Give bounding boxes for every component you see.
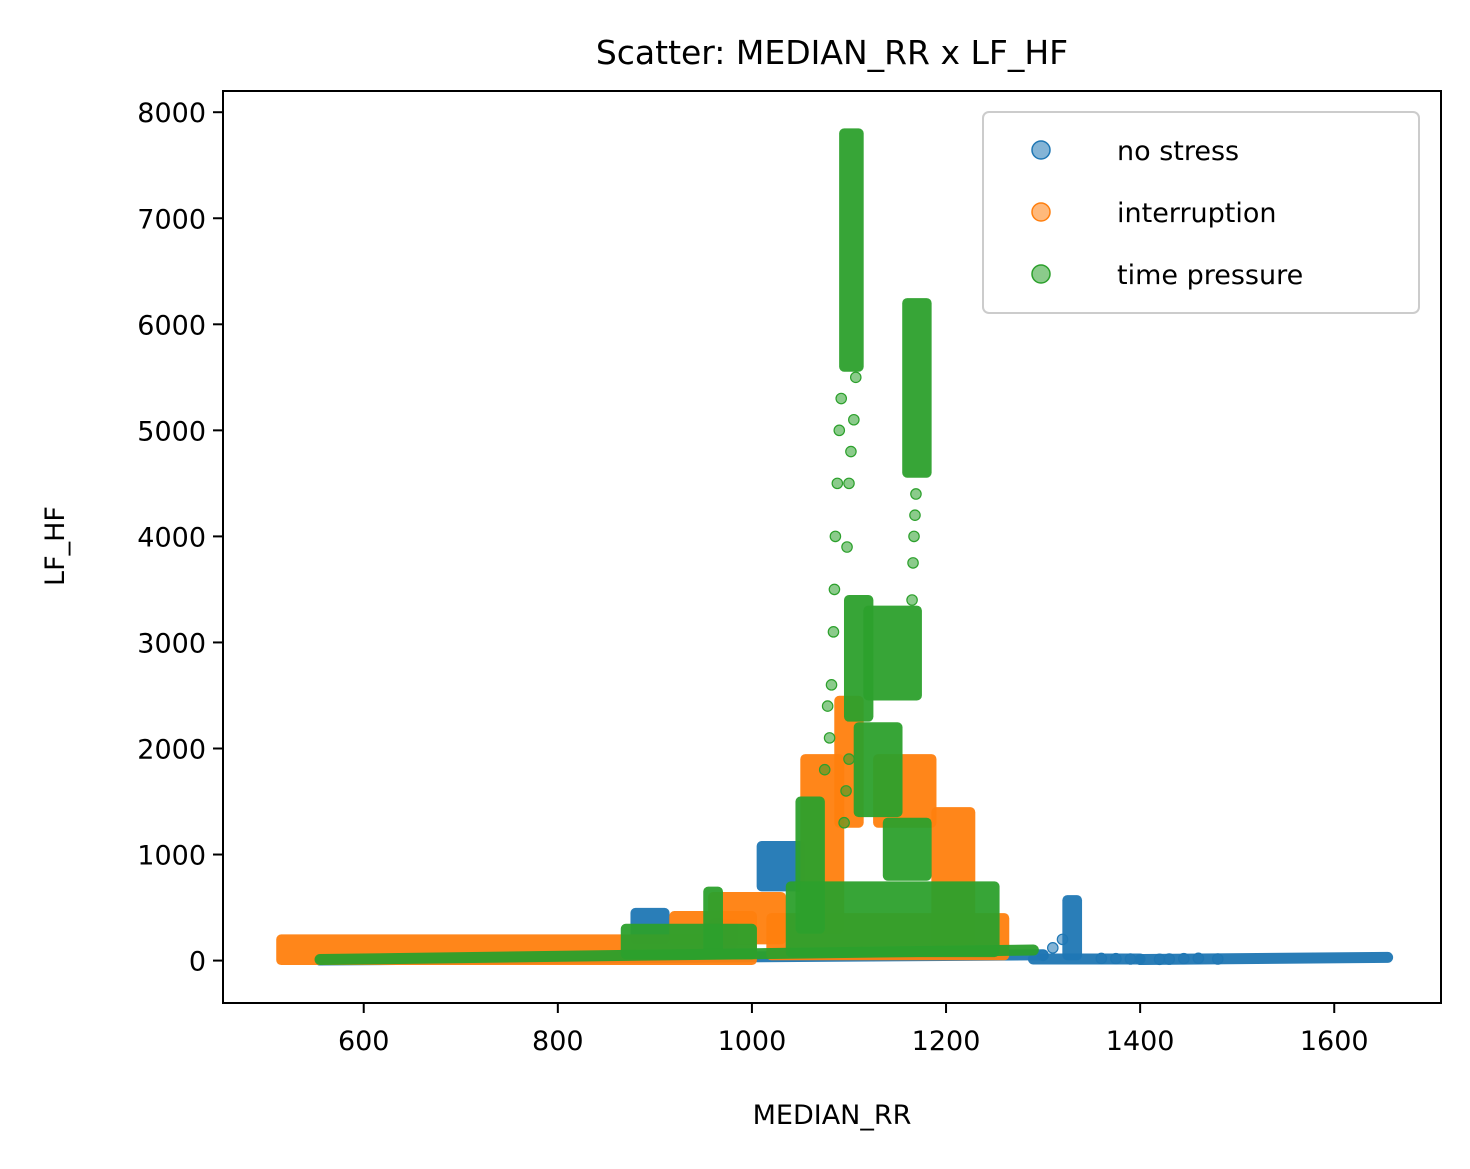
y-tick-label: 2000 bbox=[137, 734, 206, 765]
data-point bbox=[1037, 949, 1049, 962]
data-point bbox=[1192, 952, 1205, 965]
legend-label-time-pressure: time pressure bbox=[1117, 260, 1303, 291]
y-tick-label: 8000 bbox=[137, 98, 206, 129]
data-point bbox=[906, 594, 918, 606]
series-time-pressure bbox=[314, 128, 1039, 966]
data-point bbox=[825, 679, 838, 691]
data-point-cluster bbox=[863, 605, 922, 701]
data-point bbox=[1211, 953, 1224, 965]
data-point-cluster bbox=[902, 298, 932, 478]
x-tick-label: 800 bbox=[532, 1026, 584, 1057]
y-tick-label: 0 bbox=[189, 947, 206, 978]
chart-title: Scatter: MEDIAN_RR x LF_HF bbox=[596, 33, 1068, 72]
x-axis-label: MEDIAN_RR bbox=[753, 1100, 912, 1131]
legend-marker-time-pressure bbox=[1031, 264, 1051, 284]
data-point-cluster bbox=[853, 722, 903, 818]
data-point bbox=[838, 816, 850, 829]
data-point bbox=[841, 541, 853, 553]
data-point bbox=[910, 488, 922, 500]
data-point bbox=[1178, 952, 1190, 965]
data-point bbox=[831, 477, 844, 490]
data-point bbox=[833, 424, 846, 437]
data-point bbox=[818, 763, 831, 776]
x-tick-label: 1600 bbox=[1300, 1026, 1369, 1057]
legend: no stress interruption time pressure bbox=[982, 111, 1420, 314]
y-tick-label: 1000 bbox=[137, 841, 206, 872]
x-tick-label: 1000 bbox=[718, 1026, 787, 1057]
data-point bbox=[829, 530, 842, 543]
data-point bbox=[848, 413, 860, 426]
legend-label-no-stress: no stress bbox=[1117, 136, 1239, 167]
data-point bbox=[1110, 952, 1122, 965]
axes-frame bbox=[222, 90, 1442, 1004]
data-point bbox=[828, 583, 841, 596]
data-point bbox=[843, 477, 855, 490]
data-point-cluster bbox=[620, 923, 757, 960]
data-point-cluster bbox=[882, 817, 932, 881]
data-point-cluster bbox=[785, 881, 1000, 958]
data-point bbox=[849, 371, 862, 384]
y-tick-label: 7000 bbox=[137, 204, 206, 235]
legend-box bbox=[982, 111, 1420, 314]
data-point bbox=[840, 785, 852, 797]
y-tick-label: 5000 bbox=[137, 416, 206, 447]
legend-marker-no-stress bbox=[1031, 140, 1051, 160]
data-point bbox=[821, 700, 834, 712]
data-point bbox=[1095, 952, 1108, 965]
data-point bbox=[907, 557, 919, 569]
data-point-cluster bbox=[839, 128, 864, 372]
legend-marker-interruption bbox=[1031, 202, 1051, 222]
y-tick-label: 6000 bbox=[137, 310, 206, 341]
data-point bbox=[1124, 953, 1137, 965]
data-point bbox=[845, 445, 857, 458]
legend-label-interruption: interruption bbox=[1117, 198, 1277, 229]
data-point bbox=[908, 530, 920, 543]
x-tick-label: 1200 bbox=[912, 1026, 981, 1057]
data-point-cluster bbox=[756, 841, 806, 892]
data-point bbox=[843, 753, 855, 765]
data-point bbox=[823, 732, 836, 744]
data-point bbox=[835, 392, 848, 405]
data-point bbox=[1046, 942, 1059, 954]
data-point bbox=[1163, 953, 1176, 965]
y-tick-label: 4000 bbox=[137, 522, 206, 553]
x-tick-label: 600 bbox=[338, 1026, 390, 1057]
data-point-band bbox=[1134, 951, 1394, 966]
y-axis-label: LF_HF bbox=[40, 506, 71, 586]
data-point bbox=[909, 509, 921, 521]
data-point bbox=[827, 626, 840, 638]
data-point bbox=[1056, 933, 1069, 946]
x-tick-label: 1400 bbox=[1106, 1026, 1175, 1057]
y-tick-label: 3000 bbox=[137, 628, 206, 659]
data-point bbox=[1153, 953, 1166, 966]
data-point-cluster bbox=[1062, 895, 1083, 961]
plot-area bbox=[276, 128, 1394, 966]
